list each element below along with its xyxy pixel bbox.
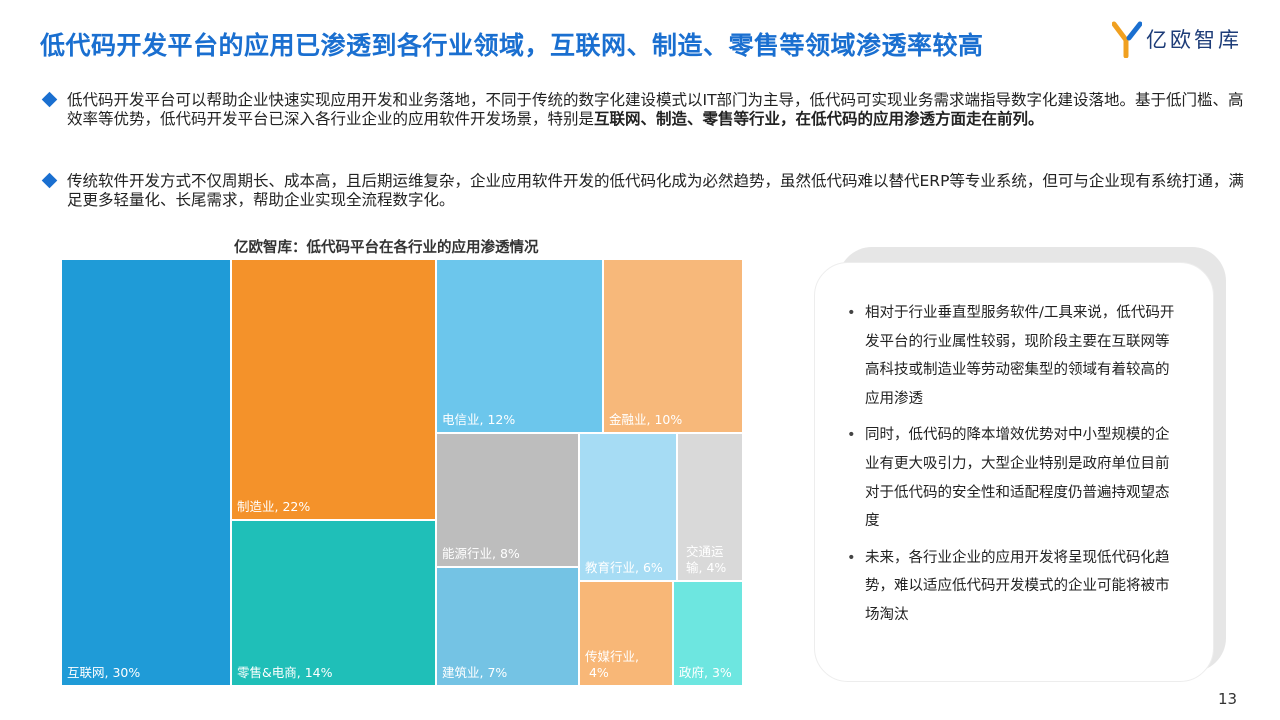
treemap-label: 零售&电商, 14%	[237, 665, 333, 680]
chart-title: 亿欧智库：低代码平台在各行业的应用渗透情况	[234, 240, 539, 256]
note-item: 同时，低代码的降本增效优势对中小型规模的企业有更大吸引力，大型企业特别是政府单位…	[847, 421, 1177, 535]
bullet-1: 低代码开发平台可以帮助企业快速实现应用开发和业务落地，不同于传统的数字化建设模式…	[41, 91, 1244, 129]
treemap-rect	[437, 568, 578, 685]
notes-list: 相对于行业垂直型服务软件/工具来说，低代码开发平台的行业属性较弱，现阶段主要在互…	[847, 299, 1177, 638]
treemap-label: 传媒行业, 4%	[585, 649, 639, 680]
treemap-label: 交通运输, 4%	[686, 544, 726, 575]
treemap-rect	[62, 260, 230, 685]
treemap-label: 建筑业, 7%	[442, 665, 507, 680]
treemap-rect	[674, 582, 742, 685]
bullet-1-text: 低代码开发平台可以帮助企业快速实现应用开发和业务落地，不同于传统的数字化建设模式…	[67, 91, 1244, 128]
treemap-rect	[580, 434, 676, 580]
treemap-rect	[232, 521, 435, 685]
note-item: 相对于行业垂直型服务软件/工具来说，低代码开发平台的行业属性较弱，现阶段主要在互…	[847, 299, 1177, 413]
treemap-cell: 交通运输, 4%	[678, 434, 742, 580]
treemap-rect	[437, 434, 578, 566]
treemap-label: 政府, 3%	[679, 665, 732, 680]
treemap-cell: 金融业, 10%	[604, 260, 742, 432]
treemap-rect	[232, 260, 435, 519]
treemap-cell: 传媒行业, 4%	[580, 582, 672, 685]
treemap-label: 金融业, 10%	[609, 412, 682, 427]
treemap-label: 教育行业, 6%	[585, 560, 663, 575]
treemap-rect	[678, 434, 742, 580]
notes-card: 相对于行业垂直型服务软件/工具来说，低代码开发平台的行业属性较弱，现阶段主要在互…	[814, 262, 1214, 682]
treemap-cell: 电信业, 12%	[437, 260, 602, 432]
treemap-label: 互联网, 30%	[67, 665, 140, 680]
page-title: 低代码开发平台的应用已渗透到各行业领域，互联网、制造、零售等领域渗透率较高	[40, 31, 984, 60]
treemap-cell: 政府, 3%	[674, 582, 742, 685]
treemap-cell: 能源行业, 8%	[437, 434, 578, 566]
treemap-label: 电信业, 12%	[442, 412, 515, 427]
treemap-cell: 制造业, 22%	[232, 260, 435, 519]
brand-logo: 亿欧智库	[1112, 18, 1252, 60]
logo-text: 亿欧智库	[1146, 28, 1242, 52]
treemap-cell: 互联网, 30%	[62, 260, 230, 685]
treemap-cell: 教育行业, 6%	[580, 434, 676, 580]
note-item: 未来，各行业企业的应用开发将呈现低代码化趋势，难以适应低代码开发模式的企业可能将…	[847, 544, 1177, 630]
page-number: 13	[1218, 690, 1238, 708]
treemap-rect	[580, 582, 672, 685]
bullet-2-text: 传统软件开发方式不仅周期长、成本高，且后期运维复杂，企业应用软件开发的低代码化成…	[67, 172, 1244, 209]
treemap-cell: 零售&电商, 14%	[232, 521, 435, 685]
bullet-2: 传统软件开发方式不仅周期长、成本高，且后期运维复杂，企业应用软件开发的低代码化成…	[41, 172, 1244, 210]
logo-icon	[1112, 21, 1142, 58]
treemap-label: 制造业, 22%	[237, 499, 310, 514]
treemap-rect	[437, 260, 602, 432]
treemap-label: 能源行业, 8%	[442, 546, 520, 561]
treemap-rect	[604, 260, 742, 432]
treemap-cell: 建筑业, 7%	[437, 568, 578, 685]
